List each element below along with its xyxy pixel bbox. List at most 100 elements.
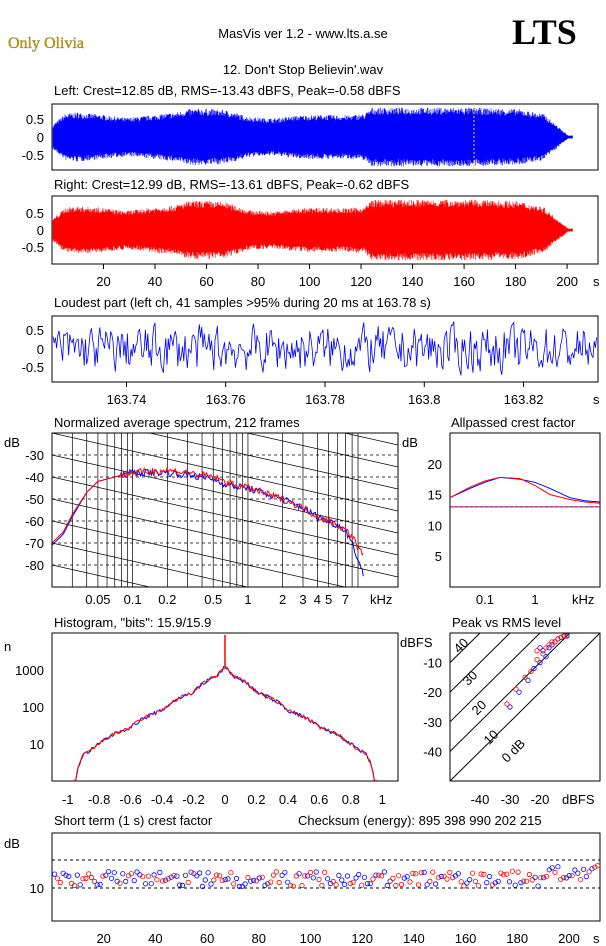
crest-point xyxy=(313,869,319,875)
crest-point xyxy=(376,872,382,878)
x-tick-label: 163.8 xyxy=(408,392,441,407)
x-tick-label: 1 xyxy=(379,792,386,807)
y-tick-label: -40 xyxy=(423,744,442,759)
crest-point xyxy=(259,874,265,880)
peakrms-point xyxy=(537,645,543,651)
x-tick-label: 40 xyxy=(148,931,162,946)
right-waveform xyxy=(52,199,573,261)
x-tick-label: -0.4 xyxy=(151,792,173,807)
peakrms-point xyxy=(552,639,558,645)
crest-point xyxy=(248,878,254,884)
slope-line xyxy=(52,520,347,587)
loud-ytick--0.5: -0.5 xyxy=(22,360,44,375)
crest-point xyxy=(595,863,601,869)
x-tick-label: 0.8 xyxy=(342,792,360,807)
crest-point xyxy=(364,880,370,887)
slope-line xyxy=(52,454,398,534)
crest-point xyxy=(552,869,558,876)
crest-point xyxy=(188,869,194,875)
crest-point xyxy=(322,869,328,876)
spectrum-grid xyxy=(52,433,398,587)
y-tick-label: -80 xyxy=(25,558,44,573)
waveform-trace xyxy=(52,199,573,261)
crest-point xyxy=(341,881,348,888)
crest-x-axis: 20 40 60 80 100 120 140 160 180 200 xyxy=(96,931,579,946)
x-tick-label: 1 xyxy=(244,592,251,607)
crest-point xyxy=(492,880,498,886)
crest-point xyxy=(569,873,575,879)
histogram-series-R xyxy=(75,666,375,782)
crest-point xyxy=(66,873,72,880)
spectrum-x-axis: 0.05 0.1 0.2 0.5 1 2 3 4 5 7 xyxy=(85,592,349,607)
x-tick-label: 200 xyxy=(556,274,578,289)
crest-point xyxy=(560,874,567,881)
crest-point xyxy=(316,876,322,883)
crest-point xyxy=(211,877,217,883)
crest-point xyxy=(199,883,205,890)
crest-point xyxy=(134,869,140,875)
crest-point xyxy=(310,875,316,881)
crest-point xyxy=(256,875,262,881)
slope-line xyxy=(52,498,398,578)
x-tick-label: -20 xyxy=(531,792,550,807)
x-tick-label: 0.05 xyxy=(85,592,110,607)
x-tick-label: 200 xyxy=(558,931,580,946)
loudest-part-chart: 0.5 0 -0.5 163.74 163.76 163.78 163.8 163.82… xyxy=(22,315,600,407)
crest-point xyxy=(145,873,151,879)
crest-point xyxy=(208,881,214,887)
crest-point xyxy=(276,879,282,886)
crest-point xyxy=(535,883,541,889)
spectrum-x-unit: kHz xyxy=(370,592,392,607)
left-waveform-chart: 0.5 0 -0.5 xyxy=(22,103,599,171)
crest-point xyxy=(319,882,325,889)
y-tick-label: 5 xyxy=(435,549,442,564)
crest-point xyxy=(228,870,234,876)
crest-point xyxy=(378,873,385,879)
crest-ylabel: dB xyxy=(4,836,20,851)
peakrms-point xyxy=(549,639,555,645)
peakrms-point xyxy=(522,674,528,681)
crest-x-unit: s xyxy=(593,931,600,946)
y-tick-label: 1000 xyxy=(15,663,44,678)
crest-point xyxy=(418,869,424,876)
left-wave-title: Left: Crest=12.85 dB, RMS=-13.43 dBFS, P… xyxy=(54,83,401,98)
crest-point xyxy=(282,869,288,875)
peakrms-point xyxy=(534,656,540,663)
peakrms-point xyxy=(534,648,540,654)
crest-point xyxy=(359,882,365,888)
crest-point xyxy=(430,869,436,875)
spectrum-y-axis: -30 -40 -50 -60 -70 -80 xyxy=(25,448,44,573)
crest-frame xyxy=(51,832,601,922)
right-wave-title: Right: Crest=12.99 dB, RMS=-13.61 dBFS, … xyxy=(54,177,409,192)
spectrum-chart: -30 -40 -50 -60 -70 -80 0.05 0.1 0.2 0.5 1 2 3 4 5 7 k… xyxy=(25,432,399,607)
peakrms-point xyxy=(561,633,567,639)
right-ytick--0.5: -0.5 xyxy=(22,240,44,255)
crest-point xyxy=(486,873,493,880)
wave-x-axis: 20 40 60 80 100 120 140 160 180 200 xyxy=(96,264,578,289)
crest-point xyxy=(83,875,89,882)
x-tick-label: -40 xyxy=(471,792,490,807)
crest-point xyxy=(563,875,570,881)
crest-point xyxy=(498,870,504,876)
crest-diagonal xyxy=(450,633,600,781)
peakrms-point xyxy=(558,634,564,641)
crest-point xyxy=(410,870,416,877)
crest-point xyxy=(543,873,550,880)
y-tick-label: -40 xyxy=(25,470,44,485)
peakrms-points xyxy=(504,633,570,710)
y-tick-label: 10 xyxy=(30,737,44,752)
x-tick-label: 80 xyxy=(251,274,265,289)
crest-point xyxy=(239,883,245,889)
crest-point xyxy=(88,874,95,881)
crest-point xyxy=(324,876,331,882)
crest-point xyxy=(111,870,117,876)
crest-point xyxy=(361,874,368,880)
crest-point xyxy=(421,869,427,876)
crest-point xyxy=(108,875,115,881)
crest-point xyxy=(464,880,470,886)
x-tick-label: 160 xyxy=(455,931,477,946)
crest-point xyxy=(285,879,291,885)
crest-point xyxy=(526,871,533,878)
